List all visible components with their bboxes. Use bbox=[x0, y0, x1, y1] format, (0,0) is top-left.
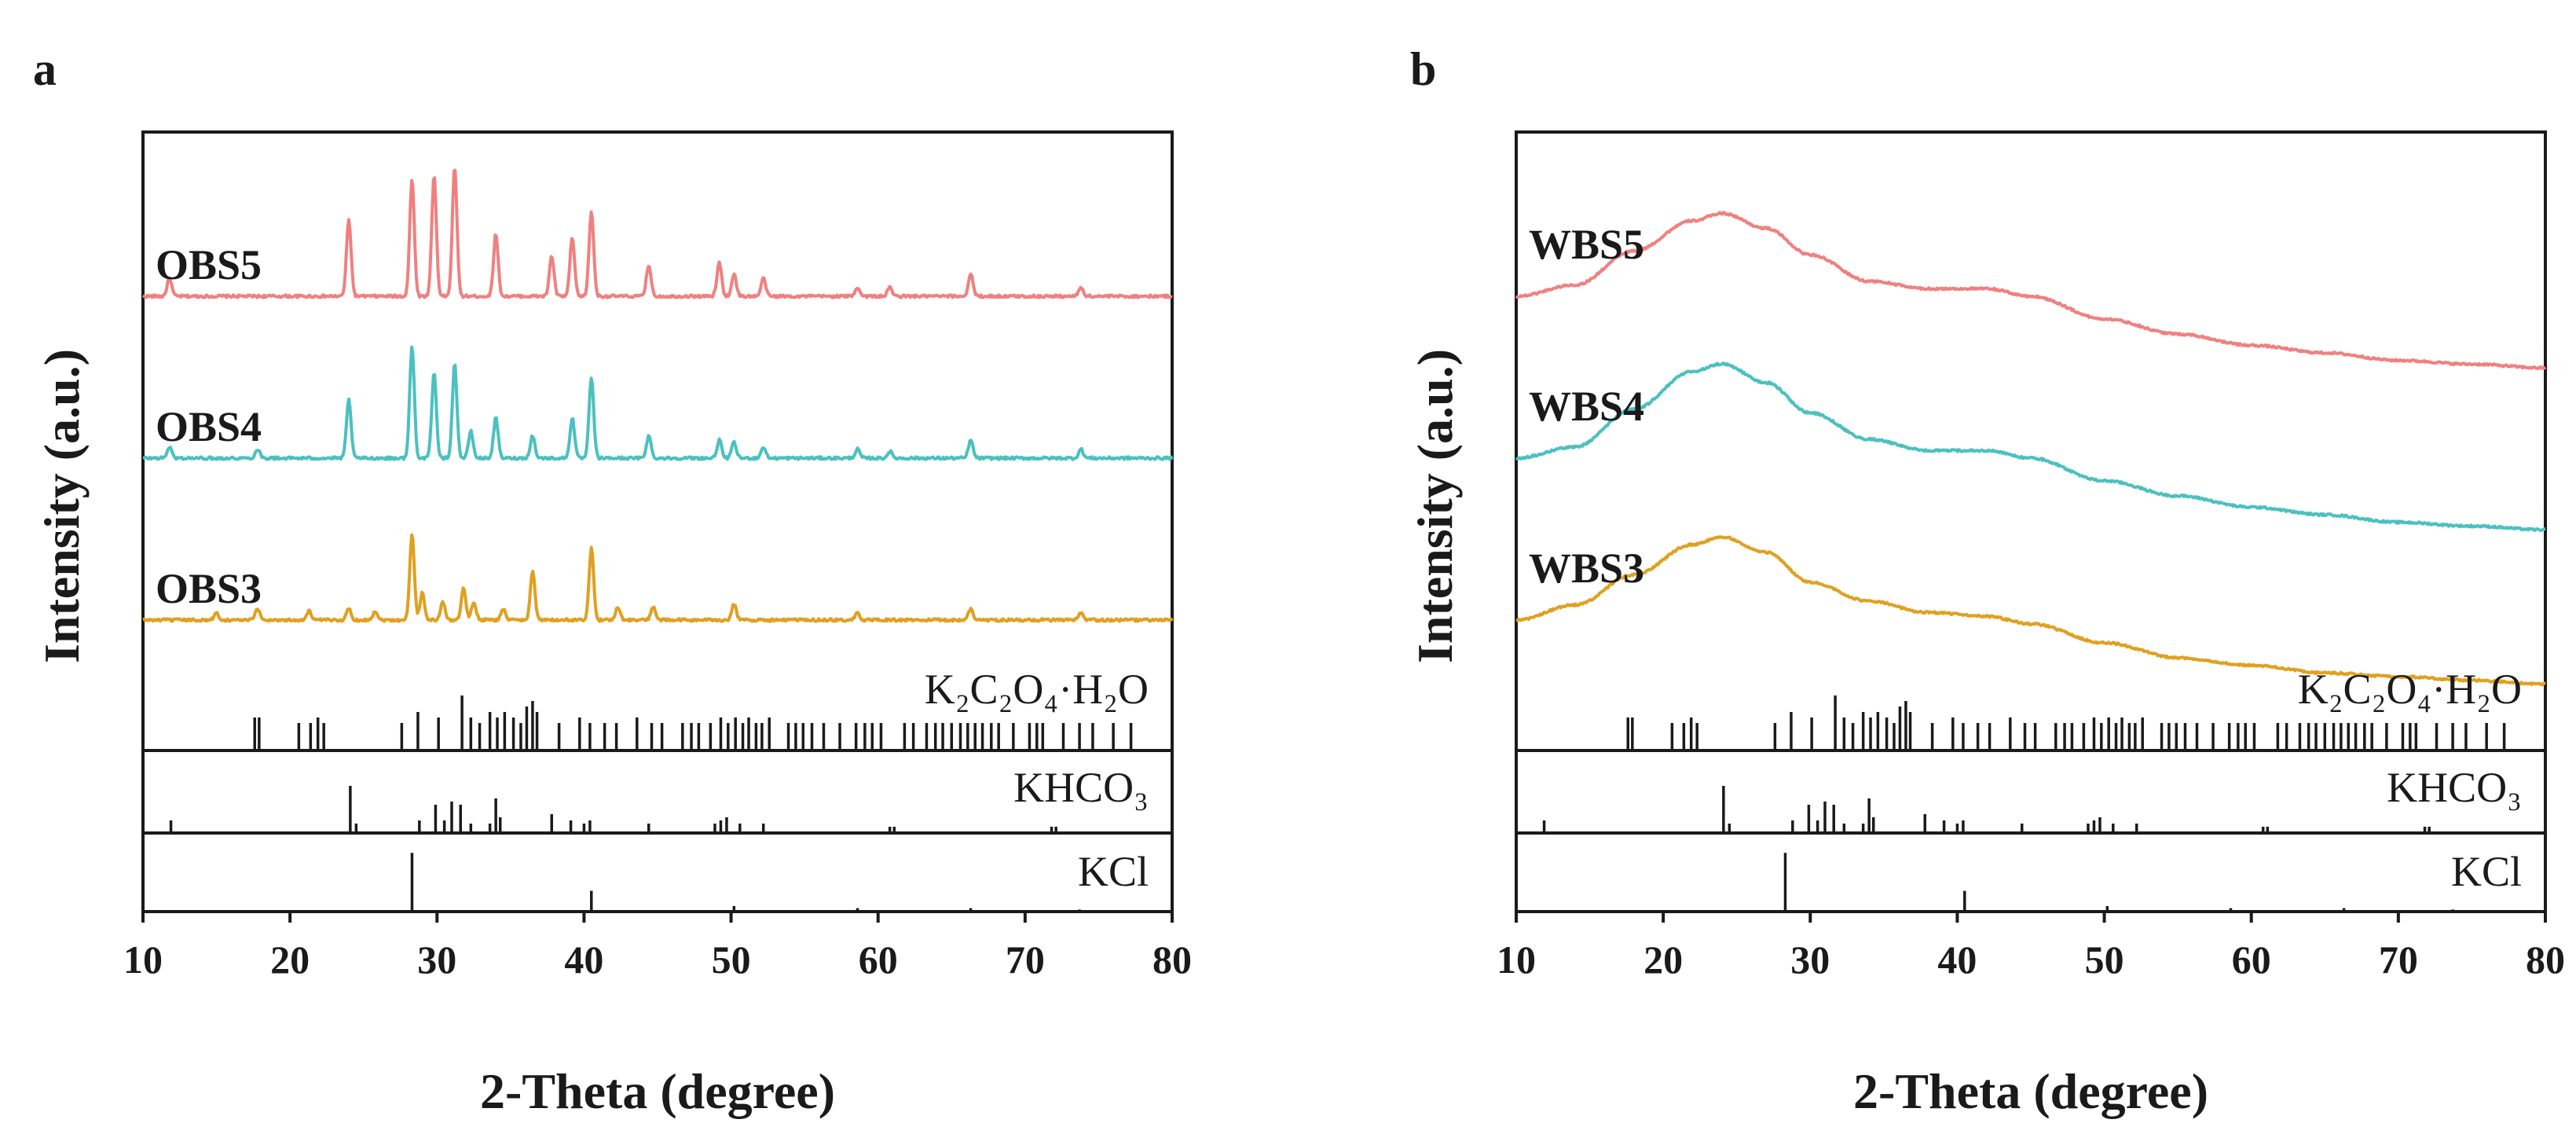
series-label-obs4: OBS4 bbox=[156, 403, 262, 450]
x-tick-label: 80 bbox=[2526, 938, 2565, 982]
x-tick-label: 10 bbox=[123, 938, 163, 982]
series-label-obs5: OBS5 bbox=[156, 241, 262, 288]
panel-letter: b bbox=[1410, 43, 1436, 95]
x-tick-label: 60 bbox=[2232, 938, 2271, 982]
series-line-wbs5 bbox=[1515, 211, 2547, 370]
x-tick-label: 60 bbox=[859, 938, 898, 982]
plot-frame-ref-kcl bbox=[1515, 831, 2547, 913]
series-label-wbs5: WBS5 bbox=[1529, 221, 1644, 268]
ref-label-2: KCl bbox=[2451, 848, 2522, 895]
x-tick-label: 20 bbox=[1643, 938, 1683, 982]
x-tick-label: 10 bbox=[1497, 938, 1536, 982]
y-axis-title: Intensity (a.u.) bbox=[34, 349, 90, 663]
y-axis-title: Intensity (a.u.) bbox=[1407, 349, 1463, 663]
ref-label-0: K₂C₂O₄·H₂O bbox=[925, 666, 1149, 713]
ref-label-2: KCl bbox=[1078, 848, 1149, 895]
series-line-obs4 bbox=[142, 345, 1174, 461]
x-axis-title: 2-Theta (degree) bbox=[1853, 1063, 2208, 1119]
x-tick-label: 40 bbox=[1937, 938, 1977, 982]
panel-a: a 10 20 30 40 50 60 70 80 2-Theta (degree) Intensi… bbox=[33, 43, 1192, 1119]
ref-label-1: KHCO₃ bbox=[1013, 764, 1149, 811]
x-tick-label: 70 bbox=[2379, 938, 2418, 982]
series-line-wbs3 bbox=[1515, 535, 2546, 687]
x-tick-label: 50 bbox=[2085, 938, 2124, 982]
ref-label-0: K₂C₂O₄·H₂O bbox=[2298, 666, 2522, 713]
x-tick-label: 80 bbox=[1152, 938, 1192, 982]
series-line-wbs4 bbox=[1515, 361, 2546, 533]
x-tick-label: 20 bbox=[270, 938, 310, 982]
series-line-obs5 bbox=[142, 168, 1173, 299]
x-tick-label: 30 bbox=[1790, 938, 1830, 982]
series-label-wbs4: WBS4 bbox=[1529, 383, 1644, 430]
series-label-obs3: OBS3 bbox=[156, 565, 262, 612]
x-tick-label: 40 bbox=[564, 938, 603, 982]
plot-frame-main bbox=[141, 130, 1174, 752]
panel-b: b 10 20 30 40 50 60 70 80 2-Theta (degree) Intensi… bbox=[1407, 43, 2565, 1119]
x-tick-label: 70 bbox=[1006, 938, 1045, 982]
ref-label-1: KHCO₃ bbox=[2387, 764, 2522, 811]
x-tick-label: 30 bbox=[417, 938, 456, 982]
plot-frame-main bbox=[1515, 130, 2547, 752]
panel-letter: a bbox=[33, 43, 57, 95]
series-line-obs3 bbox=[142, 533, 1174, 623]
x-axis-title: 2-Theta (degree) bbox=[480, 1063, 835, 1119]
plot-frame-ref-kcl bbox=[141, 831, 1174, 913]
x-tick-label: 50 bbox=[712, 938, 751, 982]
series-label-wbs3: WBS3 bbox=[1529, 545, 1644, 592]
